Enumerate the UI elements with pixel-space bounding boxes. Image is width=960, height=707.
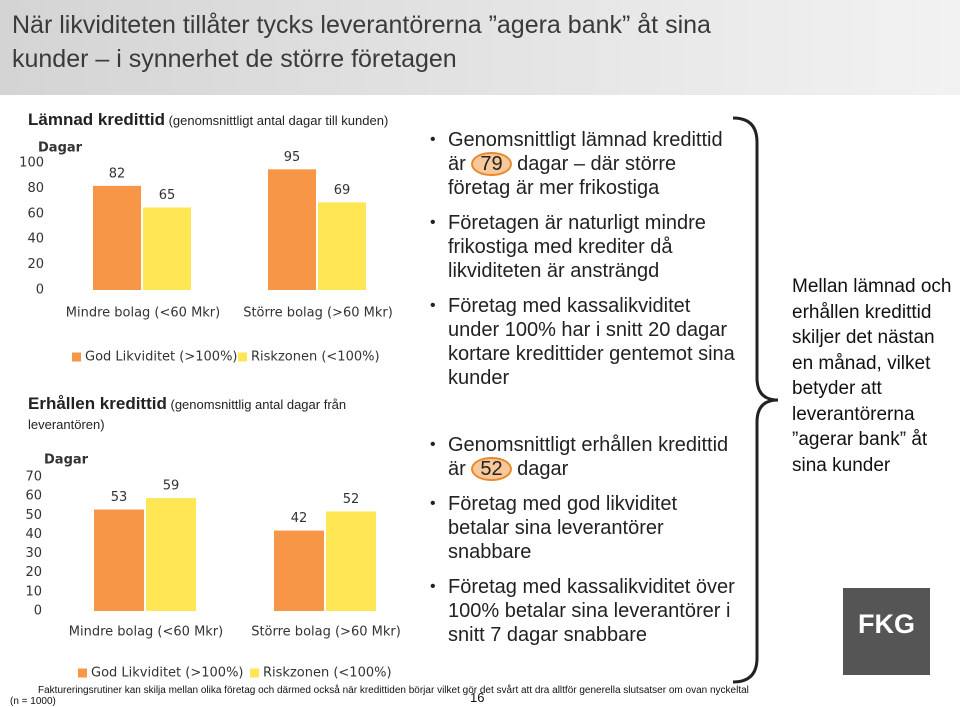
legend-label: God Likviditet (>100%) [85,350,238,365]
page-number: 16 [470,690,485,705]
y-tick-label: 20 [25,565,42,580]
y-tick-label: 40 [27,232,44,247]
y-tick-label: 30 [25,546,42,561]
value-label: 69 [334,183,351,198]
y-tick-label: 80 [27,181,44,196]
value-label: 53 [111,490,128,505]
footnote: Faktureringsrutiner kan skilja mellan ol… [38,685,749,696]
bullet: Företag med kassalikviditet under 100% h… [430,294,740,390]
bullet-text: Genomsnittligt lämnad kredittid är [448,129,723,175]
bullet-text: Företag med god likviditet betalar sina … [448,493,678,563]
chart-heading: Lämnad kredittid (genomsnittligt antal d… [28,110,448,131]
bar [268,169,316,290]
bar [318,202,366,290]
header: När likviditeten tillåter tycks leverant… [0,0,960,95]
bullet: Företag med god likviditet betalar sina … [430,492,740,564]
value-label: 95 [284,150,301,165]
bullet: Företag med kassalikviditet över 100% be… [430,575,740,647]
y-tick-label: 40 [25,527,42,542]
chart-title: Erhållen kredittid [28,394,167,413]
y-tick-label: 0 [34,604,42,619]
legend-label: Riskzonen (<100%) [263,666,392,681]
summary: Mellan lämnad och erhållen kredittid ski… [792,276,952,476]
bar [93,185,141,290]
chart-subtitle: (genomsnittlig antal dagar från leverant… [28,397,347,432]
legend-label: Riskzonen (<100%) [251,350,380,365]
y-tick-label: 10 [25,584,42,599]
bar [146,498,196,611]
highlight-number: 52 [471,457,512,481]
bullet-text: Företagen är naturligt mindre frikostiga… [448,212,706,282]
bullet: Genomsnittligt lämnad kredittid är 79 da… [430,128,740,200]
legend-swatch [238,352,247,362]
y-tick-label: 20 [27,257,44,272]
legend-swatch [78,668,87,678]
y-tick-label: 0 [36,283,44,298]
bullet: Företagen är naturligt mindre frikostiga… [430,211,740,283]
bullet-group: Genomsnittligt erhållen kredittid är 52 … [430,433,740,658]
bar [94,509,144,611]
legend-label: God Likviditet (>100%) [91,666,244,681]
sample-size: (n = 1000) [10,696,56,707]
x-tick-label: Mindre bolag (<60 Mkr) [69,625,223,640]
y-tick-label: 50 [25,508,42,523]
y-tick-label: 60 [25,489,42,504]
value-label: 42 [291,511,308,526]
chart-heading: Erhållen kredittid (genomsnittlig antal … [28,394,388,435]
bar [326,511,376,611]
x-tick-label: Större bolag (>60 Mkr) [251,625,401,640]
value-label: 65 [159,188,176,203]
x-tick-label: Större bolag (>60 Mkr) [243,306,393,321]
y-tick-label: 70 [25,470,42,485]
bullet-text: Företag med kassalikviditet över 100% be… [448,576,735,646]
bullet-text: Genomsnittligt erhållen kredittid är [448,434,729,480]
value-label: 59 [163,479,180,494]
x-tick-label: Mindre bolag (<60 Mkr) [66,306,220,321]
bullet-text: dagar [517,458,569,480]
value-label: 52 [343,492,360,507]
y-axis-label: Dagar [38,141,83,156]
legend-swatch [250,668,259,678]
bar [143,207,191,290]
legend-swatch [72,352,81,362]
y-axis-label: Dagar [44,453,89,468]
value-label: 82 [109,166,126,181]
slide-title: När likviditeten tillåter tycks leverant… [12,11,711,73]
bar [274,530,324,611]
y-tick-label: 60 [27,206,44,221]
bullet-text: Företag med kassalikviditet under 100% h… [448,295,735,389]
y-tick-label: 100 [19,156,44,171]
chart-subtitle: (genomsnittligt antal dagar till kunden) [168,113,389,128]
bullet: Genomsnittligt erhållen kredittid är 52 … [430,433,740,481]
bullet-group: Genomsnittligt lämnad kredittid är 79 da… [430,128,740,401]
brace [732,116,779,684]
chart-title: Lämnad kredittid [28,110,165,129]
highlight-number: 79 [471,152,512,176]
bullet-text: dagar – där större företag är mer frikos… [448,153,677,199]
logo: FKG [843,588,930,675]
